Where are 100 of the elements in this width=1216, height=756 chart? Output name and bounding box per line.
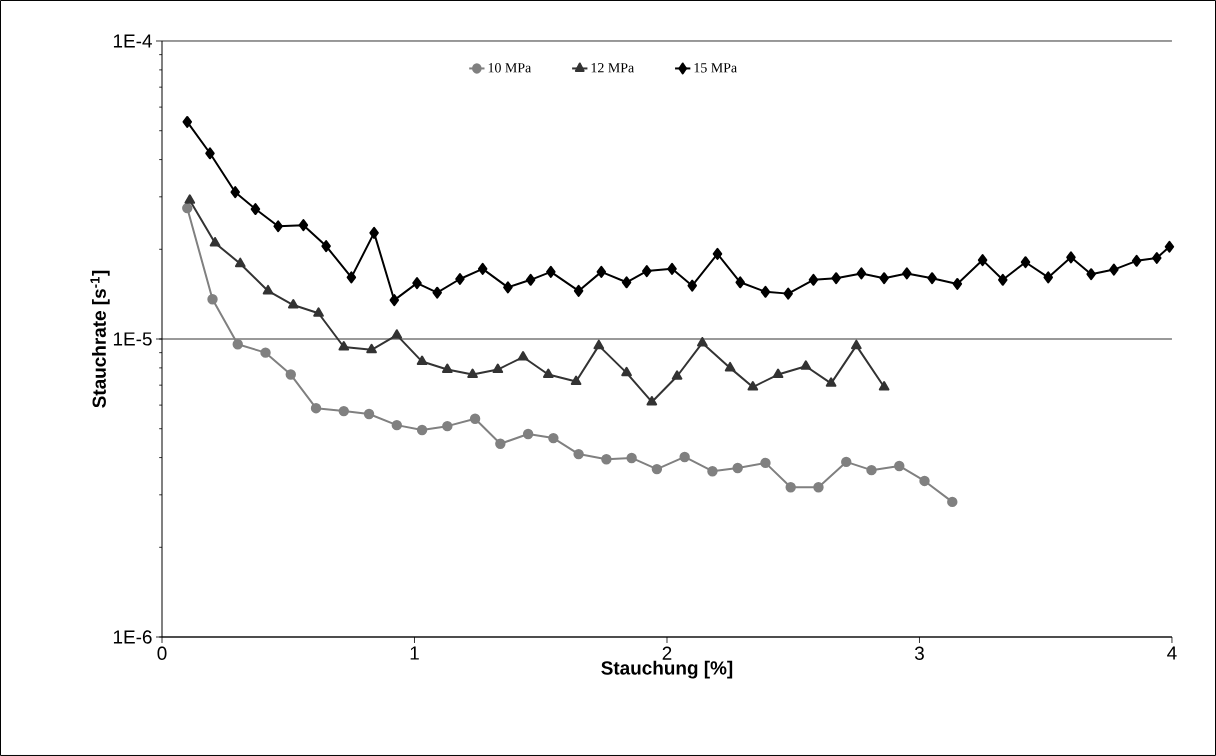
point bbox=[205, 147, 215, 160]
point bbox=[548, 432, 559, 444]
point bbox=[808, 273, 819, 286]
point bbox=[825, 377, 837, 387]
point bbox=[412, 277, 422, 290]
point bbox=[573, 284, 584, 297]
point bbox=[570, 375, 582, 386]
point bbox=[712, 247, 723, 260]
point bbox=[250, 203, 261, 216]
y-tick-label: 1E-5 bbox=[113, 332, 152, 346]
point bbox=[432, 286, 442, 299]
point bbox=[287, 299, 299, 309]
point bbox=[285, 369, 296, 380]
point bbox=[182, 115, 193, 128]
point bbox=[1086, 268, 1096, 281]
point bbox=[866, 464, 877, 476]
point bbox=[184, 194, 196, 204]
point bbox=[927, 272, 937, 285]
point bbox=[596, 265, 607, 278]
x-tick-label: 0 bbox=[157, 646, 167, 660]
point bbox=[230, 186, 240, 199]
point bbox=[800, 360, 812, 370]
point bbox=[209, 236, 221, 247]
point bbox=[831, 272, 841, 285]
point bbox=[1020, 256, 1031, 269]
point bbox=[760, 457, 771, 469]
point bbox=[919, 475, 930, 487]
point bbox=[182, 202, 193, 214]
point bbox=[517, 351, 529, 361]
point bbox=[546, 265, 556, 278]
point bbox=[724, 361, 736, 372]
point bbox=[697, 336, 708, 347]
point bbox=[503, 281, 513, 294]
point bbox=[760, 285, 771, 298]
point bbox=[455, 273, 465, 285]
point bbox=[998, 273, 1008, 286]
point bbox=[338, 405, 349, 417]
point bbox=[813, 482, 824, 493]
x-tick-label: 4 bbox=[1167, 646, 1177, 660]
y-axis-title: Stauchrate [s$^{-1}$] bbox=[90, 270, 110, 408]
point bbox=[542, 368, 554, 379]
point bbox=[416, 355, 428, 366]
point bbox=[1066, 251, 1076, 264]
point bbox=[1043, 271, 1053, 284]
legend-label: 12 MPa bbox=[591, 63, 635, 73]
point bbox=[441, 363, 453, 374]
point bbox=[651, 463, 663, 475]
point bbox=[785, 482, 796, 493]
point bbox=[232, 339, 243, 350]
point bbox=[442, 420, 453, 432]
point bbox=[1109, 263, 1119, 276]
x-tick-label: 1 bbox=[410, 646, 419, 660]
point bbox=[467, 368, 478, 379]
point bbox=[477, 262, 488, 275]
point bbox=[642, 265, 652, 278]
point bbox=[626, 452, 637, 464]
point bbox=[1131, 254, 1142, 267]
point bbox=[369, 226, 379, 239]
point bbox=[262, 284, 274, 295]
point bbox=[573, 448, 584, 460]
point bbox=[621, 276, 632, 289]
point bbox=[646, 395, 658, 406]
point bbox=[1164, 240, 1175, 253]
point bbox=[260, 347, 271, 358]
legend-label: 10 MPa bbox=[488, 63, 532, 73]
point bbox=[321, 240, 331, 253]
point bbox=[947, 496, 958, 508]
y-tick-label: 1E-6 bbox=[113, 630, 152, 644]
point bbox=[234, 257, 246, 268]
point bbox=[363, 408, 375, 420]
point bbox=[525, 273, 536, 286]
point bbox=[298, 219, 309, 232]
point bbox=[366, 343, 377, 354]
point bbox=[313, 307, 324, 317]
point bbox=[310, 402, 322, 414]
point bbox=[389, 294, 400, 307]
point bbox=[851, 339, 862, 350]
point bbox=[977, 254, 988, 267]
point bbox=[469, 413, 481, 424]
point bbox=[735, 276, 745, 289]
point bbox=[207, 294, 218, 305]
point bbox=[671, 370, 683, 380]
point bbox=[878, 381, 890, 391]
point bbox=[679, 451, 690, 463]
point bbox=[783, 287, 793, 300]
point bbox=[856, 267, 867, 280]
point bbox=[732, 462, 743, 474]
x-tick-label: 3 bbox=[914, 646, 924, 660]
point bbox=[273, 220, 283, 233]
x-axis-title: Stauchung [%] bbox=[601, 660, 733, 679]
point bbox=[338, 341, 350, 351]
point bbox=[902, 267, 912, 280]
point bbox=[593, 339, 605, 350]
point bbox=[495, 438, 506, 449]
point bbox=[1152, 252, 1162, 265]
point bbox=[707, 466, 718, 477]
point bbox=[522, 428, 534, 440]
point bbox=[952, 277, 963, 290]
point bbox=[687, 279, 697, 292]
point bbox=[346, 271, 357, 284]
